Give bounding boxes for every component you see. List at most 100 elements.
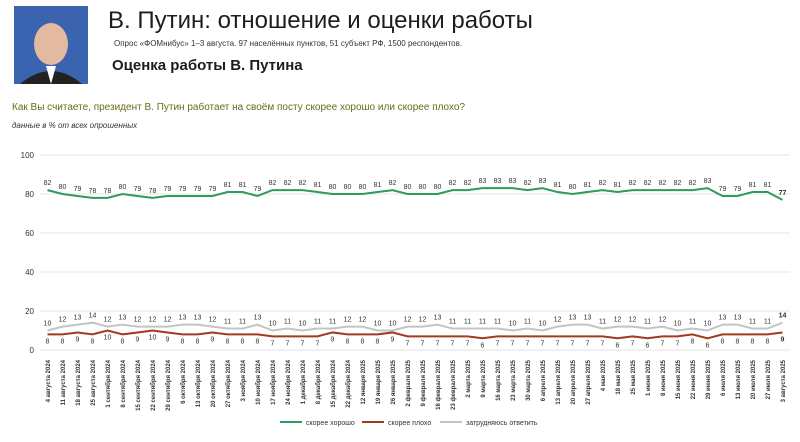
value-label: 79 [194,186,202,193]
value-label: 81 [239,182,247,189]
value-label: 11 [224,319,231,326]
value-label: 80 [329,184,337,191]
value-label: 8 [61,338,65,345]
value-label: 81 [749,182,757,189]
value-label: 79 [719,186,727,193]
value-label: 12 [659,317,667,324]
x-tick-label: 6 июля 2025 [721,359,727,396]
x-tick-label: 6 октября 2024 [180,359,187,404]
x-tick-label: 27 июля 2025 [766,359,772,399]
x-tick-label: 22 декабря 2024 [345,359,352,407]
line [47,187,783,201]
value-label: 79 [734,186,742,193]
value-label: 10 [104,335,112,342]
value-label: 8 [721,338,725,345]
x-tick-label: 15 сентября 2024 [135,359,142,411]
value-label: 82 [299,180,307,187]
value-label: 81 [374,182,382,189]
value-label: 10 [374,321,382,328]
value-label: 80 [59,184,67,191]
value-label: 82 [284,180,292,187]
legend-label: скорее хорошо [306,420,355,427]
x-tick-label: 18 августа 2024 [76,359,82,405]
x-tick-label: 15 декабря 2024 [330,359,337,407]
value-label: 8 [226,338,230,345]
value-label: 13 [569,315,577,322]
value-label: 81 [314,182,322,189]
value-label: 82 [389,180,397,187]
x-tick-label: 20 октября 2024 [210,359,217,407]
x-tick-label: 1 июня 2025 [646,359,652,396]
value-label: 9 [781,336,785,343]
value-label: 9 [166,336,170,343]
x-tick-label: 9 февраля 2025 [420,359,427,406]
value-label: 13 [254,315,262,322]
x-tick-label: 30 марта 2025 [526,359,532,401]
x-tick-label: 8 июня 2025 [661,359,667,396]
x-tick-label: 13 апреля 2025 [556,359,562,404]
value-label: 83 [494,178,502,185]
value-label: 80 [434,184,442,191]
value-label: 10 [674,321,682,328]
value-label: 82 [674,180,682,187]
line [47,329,783,340]
value-label: 7 [271,340,275,347]
value-label: 8 [361,338,365,345]
value-label: 8 [346,338,350,345]
value-label: 79 [179,186,187,193]
section-title: Оценка работы В. Путина [112,57,303,74]
value-label: 11 [479,319,486,326]
value-label: 80 [569,184,577,191]
x-tick-label: 29 июня 2025 [706,359,712,399]
value-label: 7 [286,340,290,347]
value-label: 12 [614,317,622,324]
value-label: 7 [511,340,515,347]
value-label: 8 [766,338,770,345]
x-tick-label: 10 ноября 2024 [255,359,262,405]
value-label: 11 [284,319,291,326]
value-label: 9 [211,336,215,343]
value-label: 10 [539,321,547,328]
value-label: 12 [209,317,217,324]
value-label: 11 [494,319,501,326]
x-tick-label: 27 октября 2024 [225,359,232,407]
x-tick-label: 13 октября 2024 [195,359,202,407]
value-label: 7 [676,340,680,347]
value-label: 10 [389,321,397,328]
value-label: 80 [344,184,352,191]
value-label: 10 [44,321,52,328]
value-label: 6 [646,342,650,349]
value-label: 78 [104,188,112,195]
value-label: 11 [239,319,246,326]
value-label: 83 [479,178,487,185]
value-label: 82 [524,180,532,187]
value-label: 12 [404,317,412,324]
x-tick-label: 18 мая 2025 [616,359,622,394]
x-tick-label: 24 ноября 2024 [285,359,292,405]
x-tick-label: 19 января 2025 [376,359,382,404]
value-label: 82 [644,180,652,187]
value-label: 13 [74,315,82,322]
value-label: 10 [299,321,307,328]
y-tick-label: 60 [25,229,34,238]
value-label: 7 [586,340,590,347]
x-tick-label: 20 июля 2025 [751,359,757,399]
value-label: 7 [496,340,500,347]
x-tick-label: 22 июня 2025 [691,359,697,399]
value-label: 11 [599,319,606,326]
value-label: 12 [59,317,67,324]
value-label: 13 [179,315,187,322]
value-label: 78 [89,188,97,195]
x-tick-label: 4 августа 2024 [46,359,52,402]
x-tick-label: 25 августа 2024 [91,359,97,405]
line [47,321,783,332]
value-label: 8 [736,338,740,345]
value-label: 13 [719,315,727,322]
value-label: 8 [46,338,50,345]
value-label: 11 [449,319,456,326]
x-tick-label: 4 мая 2025 [601,359,607,391]
value-label: 12 [629,317,637,324]
value-label: 14 [779,313,787,320]
value-label: 13 [584,315,592,322]
value-label: 13 [434,315,442,322]
